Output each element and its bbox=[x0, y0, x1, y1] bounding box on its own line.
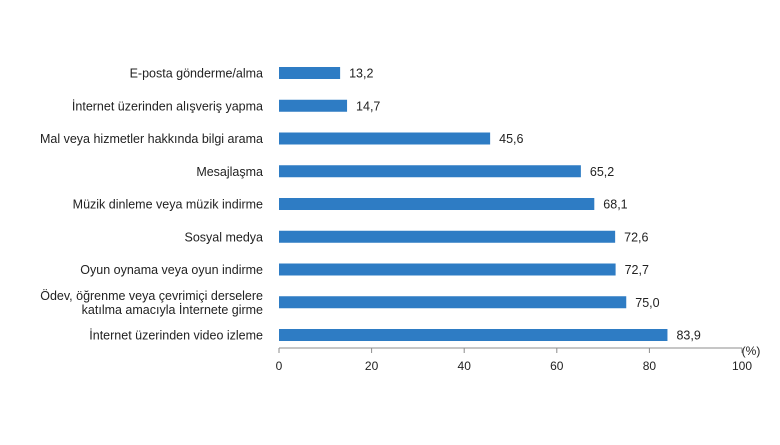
category-label: Oyun oynama veya oyun indirme bbox=[80, 263, 263, 277]
x-tick-label: 80 bbox=[643, 359, 657, 373]
category-label: Ödev, öğrenme veya çevrimiçi derselere bbox=[40, 289, 263, 303]
bars-layer: 13,2 E-posta gönderme/alma 14,7 İnternet üz… bbox=[40, 67, 701, 343]
bar-value-label: 72,6 bbox=[624, 230, 648, 244]
x-tick-label: 40 bbox=[458, 359, 472, 373]
category-label: Sosyal medya bbox=[184, 230, 263, 244]
bar-value-label: 68,1 bbox=[603, 198, 627, 212]
category-label: Mesajlaşma bbox=[196, 165, 263, 179]
bar-value-label: 45,6 bbox=[499, 132, 523, 146]
bar bbox=[279, 296, 627, 309]
x-tick-label: 20 bbox=[365, 359, 379, 373]
x-axis: 0 20 40 60 80 100(%) bbox=[276, 344, 761, 373]
x-tick-label: 60 bbox=[550, 359, 564, 373]
bar bbox=[279, 67, 341, 79]
bar-value-label: 14,7 bbox=[356, 99, 380, 113]
category-label: E-posta gönderme/alma bbox=[130, 67, 263, 81]
category-label: katılma amacıyla İnternete girme bbox=[82, 303, 263, 317]
category-label: İnternet üzerinden alışveriş yapma bbox=[72, 99, 263, 113]
bar-value-label: 65,2 bbox=[590, 165, 614, 179]
bar-value-label: 13,2 bbox=[349, 67, 373, 81]
category-label: Müzik dinleme veya müzik indirme bbox=[73, 198, 263, 212]
category-label: Mal veya hizmetler hakkında bilgi arama bbox=[40, 132, 263, 146]
bar-value-label: 72,7 bbox=[625, 263, 649, 277]
x-tick-label: 100 bbox=[732, 359, 752, 373]
bar bbox=[279, 329, 668, 341]
x-axis-unit-label: (%) bbox=[742, 344, 761, 358]
bar bbox=[279, 132, 491, 145]
bar-value-label: 83,9 bbox=[676, 329, 700, 343]
bar bbox=[279, 230, 616, 243]
bar bbox=[279, 165, 581, 178]
bar bbox=[279, 198, 595, 210]
bar bbox=[279, 99, 348, 112]
bar bbox=[279, 263, 616, 276]
x-tick-label: 0 bbox=[276, 359, 283, 373]
bar-value-label: 75,0 bbox=[635, 296, 659, 310]
category-label: İnternet üzerinden video izleme bbox=[89, 329, 263, 343]
